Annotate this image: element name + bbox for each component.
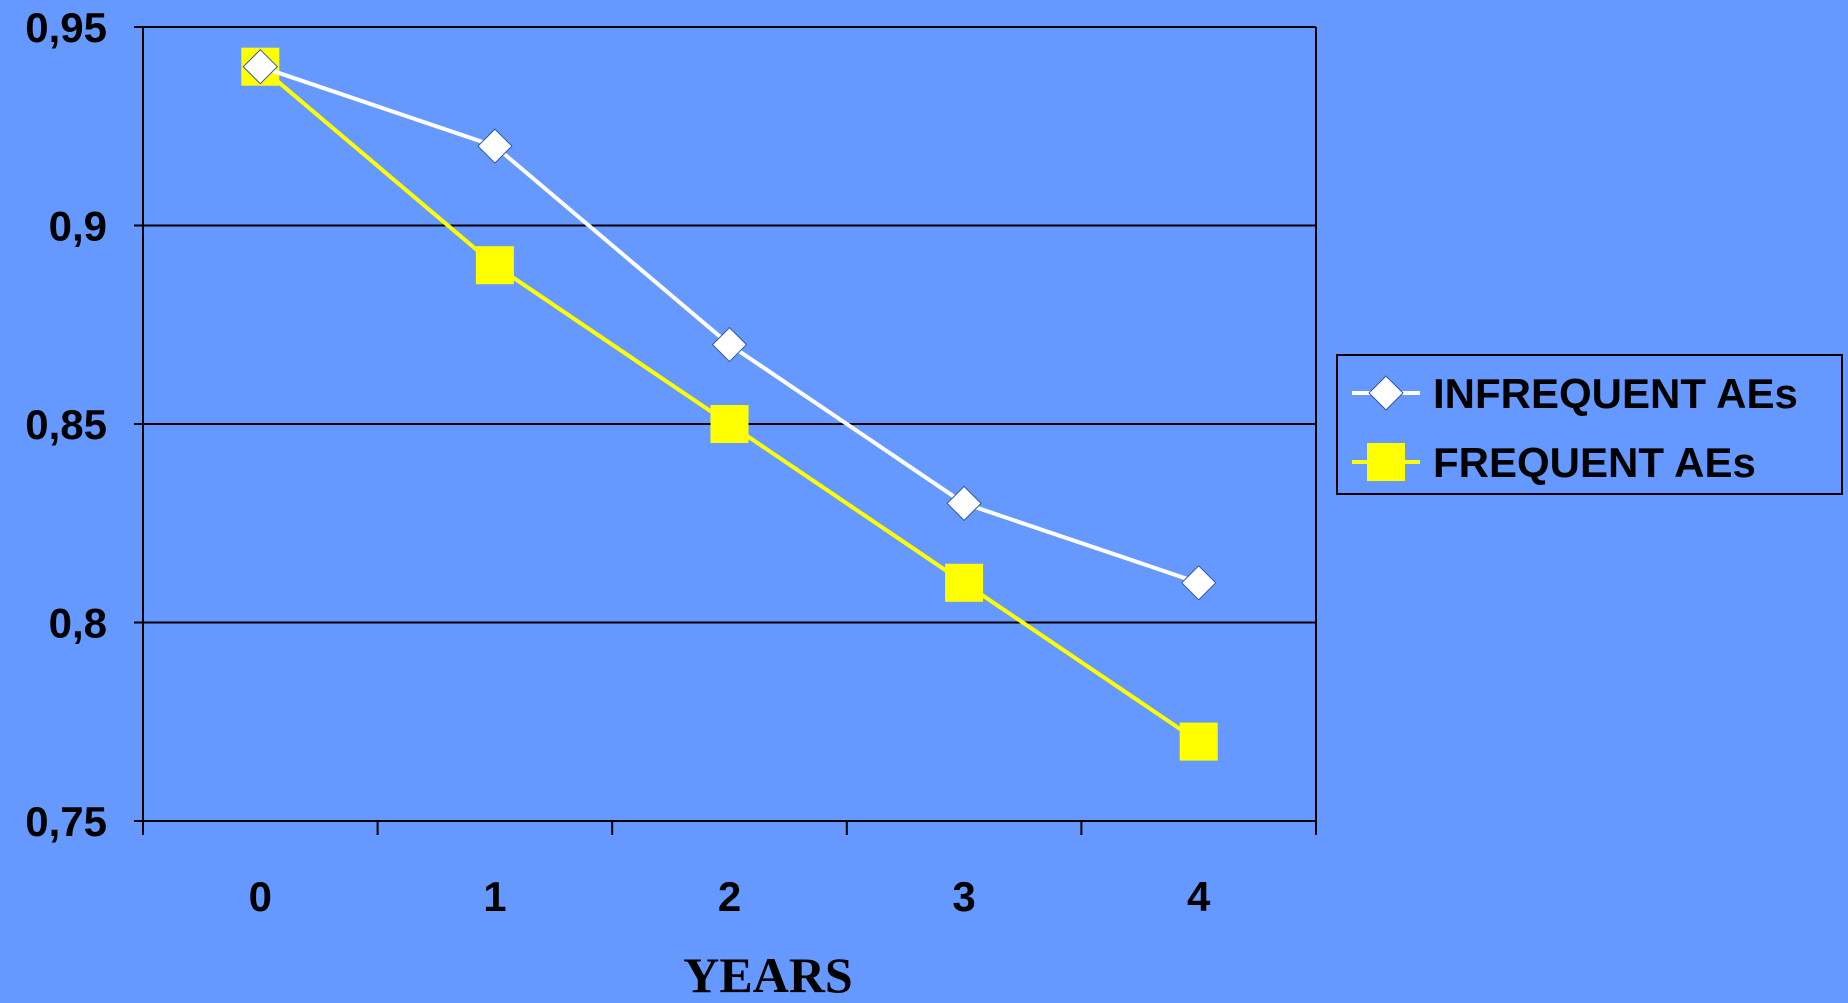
legend-label: INFREQUENT AEs <box>1433 370 1798 417</box>
legend-item: INFREQUENT AEs <box>1352 370 1798 417</box>
y-tick-label: 0,95 <box>25 4 107 51</box>
data-point <box>711 326 748 363</box>
data-point <box>1179 722 1218 761</box>
data-point <box>1180 565 1217 601</box>
series-line <box>259 65 1200 744</box>
data-point <box>945 563 984 602</box>
x-tick-label: 1 <box>483 873 506 920</box>
x-tick-label: 4 <box>1187 873 1211 920</box>
x-tick-label: 3 <box>952 873 975 920</box>
x-tick-label: 0 <box>249 873 272 920</box>
series-group <box>241 47 1218 761</box>
legend-marker <box>1367 443 1405 481</box>
x-tick-label: 2 <box>718 873 741 920</box>
series-frequent <box>241 47 1218 761</box>
x-axis-title: YEARS <box>683 947 852 998</box>
series-line <box>259 64 1200 585</box>
y-tick-label: 0,75 <box>25 798 107 845</box>
legend-label: FREQUENT AEs <box>1433 439 1756 486</box>
legend-box <box>1336 354 1843 495</box>
y-tick-label: 0,9 <box>49 203 107 250</box>
series-infrequent <box>242 48 1217 601</box>
legend-marker <box>1368 375 1404 411</box>
axes <box>134 26 1317 835</box>
tick-labels: 0,75 0,8 0,85 0,9 0,95 0 1 2 3 4 <box>25 4 1211 920</box>
data-point <box>946 485 982 522</box>
data-point <box>242 48 279 85</box>
data-point <box>477 128 513 164</box>
data-point <box>475 246 514 285</box>
y-tick-label: 0,8 <box>49 600 107 647</box>
y-tick-label: 0,85 <box>25 401 107 448</box>
legend-item: FREQUENT AEs <box>1352 439 1756 486</box>
legend: INFREQUENT AEs FREQUENT AEs <box>1336 354 1843 495</box>
data-point <box>710 405 749 443</box>
